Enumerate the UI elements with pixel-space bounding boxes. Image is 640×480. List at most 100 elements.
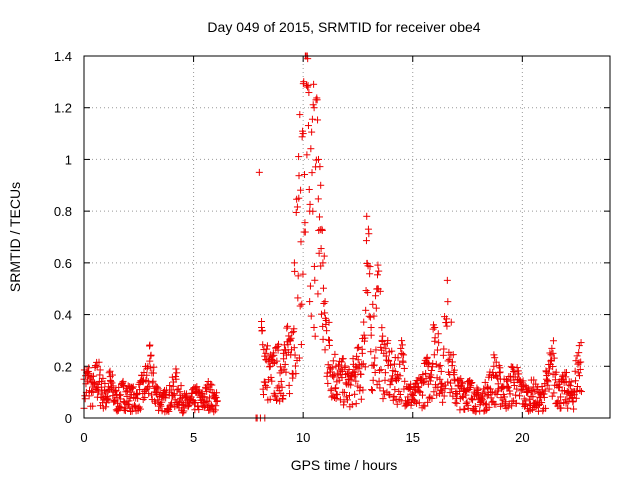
scatter-point: [129, 384, 137, 392]
scatter-point: [370, 361, 378, 369]
scatter-point: [294, 272, 302, 280]
scatter-point: [379, 332, 387, 340]
scatter-point: [329, 372, 337, 380]
scatter-point: [538, 399, 546, 407]
scatter-point: [338, 374, 346, 382]
scatter-point: [436, 361, 444, 369]
scatter-point: [259, 391, 267, 399]
scatter-point: [443, 276, 451, 284]
scatter-point: [575, 372, 583, 380]
scatter-point: [357, 395, 365, 403]
scatter-point: [367, 331, 375, 339]
scatter-point: [333, 391, 341, 399]
scatter-point: [577, 339, 585, 347]
data-point: [549, 349, 557, 357]
data-point: [317, 181, 325, 189]
scatter-point: [366, 270, 374, 278]
scatter-point: [541, 387, 549, 395]
data-point: [159, 393, 167, 401]
scatter-point: [314, 290, 322, 298]
scatter-point: [305, 185, 313, 193]
scatter-point: [444, 357, 452, 365]
data-point: [496, 375, 504, 383]
data-point: [378, 336, 386, 344]
scatter-point: [311, 276, 319, 284]
data-point: [470, 388, 478, 396]
data-point: [255, 168, 263, 176]
data-point: [418, 375, 426, 383]
scatter-point: [451, 399, 459, 407]
scatter-point: [314, 195, 322, 203]
scatter-point: [368, 386, 376, 394]
scatter-point: [263, 342, 271, 350]
scatter-point: [89, 402, 97, 410]
scatter-point: [481, 378, 489, 386]
scatter-point: [453, 399, 461, 407]
data-point: [185, 396, 193, 404]
scatter-point: [355, 343, 363, 351]
scatter-point: [506, 390, 514, 398]
scatter-point: [574, 382, 582, 390]
scatter-point: [95, 358, 103, 366]
scatter-point: [198, 389, 206, 397]
scatter-point: [548, 344, 556, 352]
scatter-point: [336, 396, 344, 404]
scatter-point: [418, 391, 426, 399]
scatter-point: [146, 341, 154, 349]
scatter-point: [324, 361, 332, 369]
scatter-point: [314, 116, 322, 124]
scatter-point: [557, 393, 565, 401]
data-point: [516, 378, 524, 386]
scatter-point: [512, 399, 520, 407]
scatter-point: [318, 226, 326, 234]
scatter-point: [324, 379, 332, 387]
scatter-point: [286, 390, 294, 398]
scatter-point: [308, 115, 316, 123]
scatter-point: [425, 359, 433, 367]
data-point: [464, 378, 472, 386]
scatter-point: [518, 385, 526, 393]
scatter-point: [566, 382, 574, 390]
scatter-point: [149, 377, 157, 385]
scatter-point: [294, 294, 302, 302]
scatter-point: [468, 379, 476, 387]
scatter-point: [571, 367, 579, 375]
data-point: [299, 130, 307, 138]
scatter-point: [440, 345, 448, 353]
data-point: [205, 383, 213, 391]
scatter-point: [204, 397, 212, 405]
scatter-point: [529, 405, 537, 413]
scatter-point: [496, 368, 504, 376]
scatter-point: [305, 89, 313, 97]
scatter-point: [448, 358, 456, 366]
data-point: [93, 362, 101, 370]
scatter-point: [299, 270, 307, 278]
scatter-point: [547, 357, 555, 365]
scatter-point: [307, 312, 315, 320]
data-point: [431, 324, 439, 331]
scatter-point: [396, 372, 404, 380]
scatter-point: [387, 361, 395, 369]
scatter-point: [458, 378, 466, 386]
data-point: [306, 207, 314, 215]
scatter-point: [443, 315, 451, 323]
scatter-point: [404, 393, 412, 401]
scatter-point: [323, 327, 331, 335]
scatter-point: [259, 341, 267, 349]
scatter-point: [467, 379, 475, 387]
scatter-point: [328, 364, 336, 372]
scatter-point: [487, 394, 495, 402]
scatter-point: [401, 377, 409, 385]
scatter-point: [365, 230, 373, 238]
data-point: [279, 349, 287, 357]
scatter-point: [377, 366, 385, 374]
scatter-point: [107, 378, 115, 386]
data-point: [325, 336, 333, 344]
data-point: [273, 357, 281, 365]
scatter-point: [81, 395, 89, 403]
scatter-point: [317, 245, 325, 253]
scatter-point: [397, 344, 405, 352]
scatter-point: [295, 354, 303, 362]
data-point: [542, 375, 550, 383]
data-point: [286, 336, 294, 344]
